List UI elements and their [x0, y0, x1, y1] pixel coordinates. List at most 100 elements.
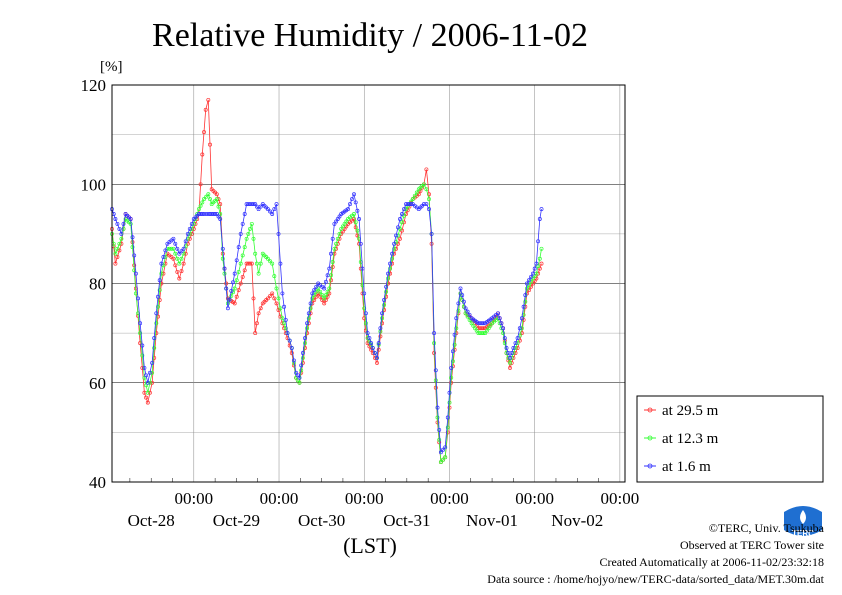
series-point: [179, 256, 184, 261]
series-point: [521, 304, 526, 309]
series-point: [502, 341, 507, 346]
series-point: [323, 279, 328, 284]
series-point: [523, 299, 528, 304]
series-point: [427, 197, 431, 202]
series-point: [424, 202, 429, 207]
x-tick-date-label: Nov-01: [466, 511, 518, 530]
series-point: [375, 355, 379, 360]
series-point: [365, 331, 370, 336]
series-point: [238, 261, 243, 266]
series-point: [156, 304, 160, 309]
footer-source: Data source : /home/hojyo/new/TERC-data/…: [487, 572, 824, 586]
series-point: [276, 296, 281, 301]
series-point: [157, 288, 162, 293]
x-tick-date-label: Oct-30: [298, 511, 345, 530]
series-point: [130, 235, 135, 240]
series-point: [132, 253, 137, 258]
series-point: [421, 202, 426, 207]
series-point: [481, 331, 486, 336]
chart-title: Relative Humidity / 2006-11-02: [152, 17, 588, 54]
series-point: [234, 294, 239, 299]
terc-logo-icon: TERC: [782, 502, 824, 540]
x-tick-date-label: Oct-29: [213, 511, 260, 530]
series-point: [117, 241, 122, 246]
series-point: [128, 217, 133, 221]
series-point: [539, 207, 544, 212]
series-point: [527, 278, 531, 283]
series-point: [232, 301, 237, 306]
series-point: [525, 281, 529, 286]
series-point: [363, 311, 368, 316]
series-point: [519, 316, 524, 321]
series-point: [465, 309, 470, 314]
series-point: [214, 192, 219, 197]
series-point: [355, 228, 360, 233]
series-point: [367, 336, 372, 341]
series-point: [318, 289, 323, 294]
series-point: [513, 341, 518, 346]
series-point: [481, 321, 486, 326]
series-point: [251, 296, 256, 301]
series-point: [150, 380, 155, 385]
series-point: [200, 212, 205, 216]
series-point: [414, 190, 419, 195]
series-point: [353, 220, 358, 225]
series-point: [509, 351, 514, 355]
series-point: [272, 207, 277, 212]
series-point: [169, 246, 174, 251]
legend-label: at 12.3 m: [662, 431, 719, 447]
series-point: [225, 306, 230, 311]
x-tick-time-label: 00:00: [345, 489, 384, 508]
series-0: [110, 97, 544, 465]
legend-label: at 1.6 m: [662, 459, 711, 475]
series-point: [278, 261, 283, 266]
series-point: [299, 363, 304, 368]
series-point: [276, 231, 281, 236]
series-point: [236, 269, 241, 274]
series-point: [454, 316, 459, 321]
series-point: [278, 306, 283, 311]
series-point: [322, 296, 327, 301]
series-point: [136, 296, 140, 301]
series-point: [322, 301, 327, 306]
series-point: [115, 246, 120, 251]
series-point: [363, 321, 368, 326]
series-point: [463, 306, 468, 311]
series-point: [303, 341, 307, 346]
series-point: [384, 284, 389, 289]
series-point: [198, 182, 203, 187]
series-point: [300, 355, 305, 360]
series-point: [140, 343, 145, 348]
series-point: [380, 311, 385, 316]
series-point: [525, 286, 529, 291]
series-point: [348, 202, 352, 207]
series-layer: [110, 97, 544, 465]
series-point: [438, 450, 443, 455]
series-point: [357, 217, 362, 221]
x-tick-date-label: Oct-31: [383, 511, 430, 530]
series-point: [352, 217, 356, 221]
x-tick-time-label: 00:00: [515, 489, 554, 508]
series-point: [305, 326, 310, 331]
series-point: [497, 316, 502, 321]
series-point: [181, 261, 186, 266]
series-point: [238, 231, 243, 236]
series-point: [370, 346, 375, 350]
legend-swatch-marker: [647, 463, 653, 469]
series-point: [140, 353, 145, 358]
series-point: [248, 261, 252, 266]
legend-box: [636, 395, 824, 483]
series-point: [355, 233, 360, 238]
series-point: [392, 241, 397, 246]
series-point: [437, 437, 442, 442]
series-point: [181, 251, 186, 256]
series-point: [370, 351, 375, 355]
series-point: [234, 278, 239, 283]
series-point: [421, 182, 426, 187]
series-point: [232, 286, 237, 291]
series-point: [270, 291, 275, 296]
y-tick-label: 100: [81, 175, 107, 194]
series-point: [362, 291, 367, 296]
series-point: [427, 207, 431, 212]
series-point: [501, 331, 506, 336]
